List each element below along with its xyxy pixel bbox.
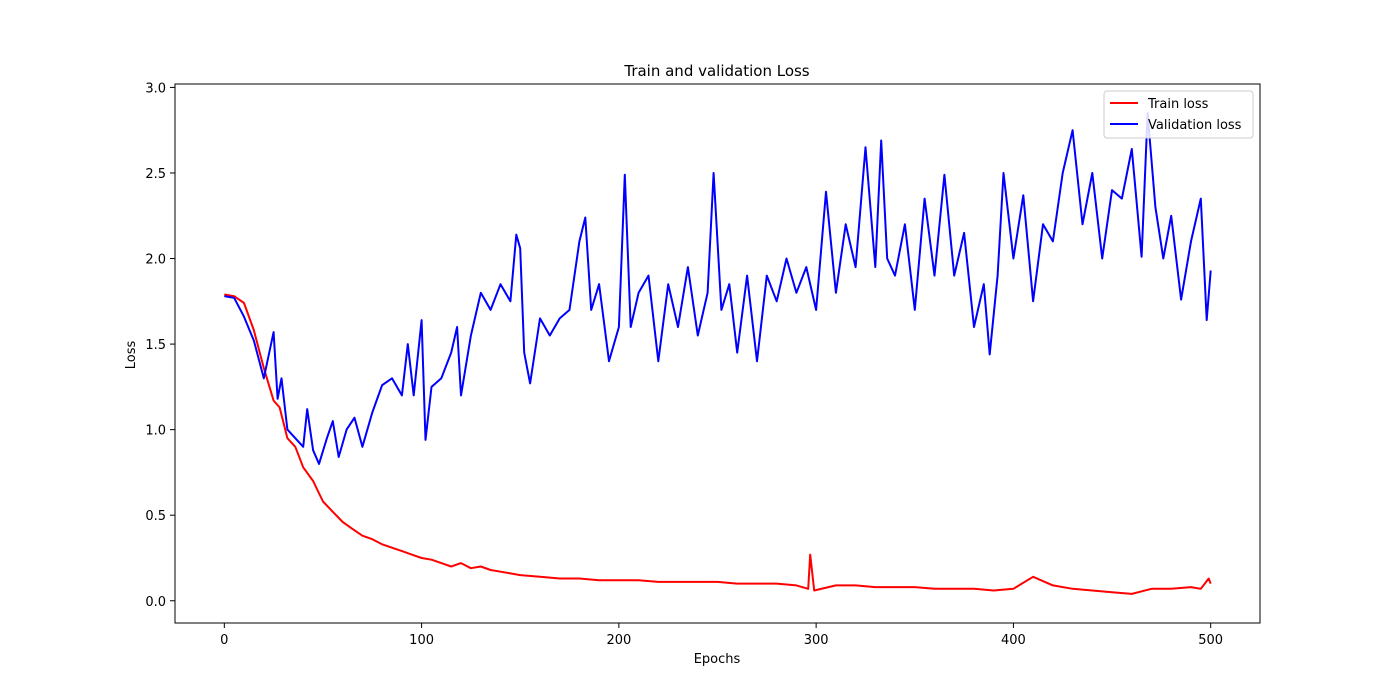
- y-tick-label: 3.0: [145, 81, 166, 96]
- y-tick-label: 0.5: [145, 509, 166, 524]
- x-tick-label: 400: [1001, 633, 1026, 648]
- x-axis: 0 100 200 300 400 500: [220, 623, 1223, 648]
- x-tick-label: 200: [606, 633, 631, 648]
- legend-box: [1103, 90, 1254, 139]
- plot-area: [224, 112, 1212, 595]
- legend: Train loss Validation loss: [1103, 90, 1254, 139]
- y-axis: 0.0 0.5 1.0 1.5 2.0 2.5 3.0: [145, 81, 175, 610]
- chart-title: Train and validation Loss: [623, 62, 809, 80]
- train-loss-line: [224, 293, 1212, 595]
- x-tick-label: 0: [220, 633, 228, 648]
- y-tick-label: 1.5: [145, 338, 166, 353]
- y-tick-label: 1.0: [145, 424, 166, 439]
- x-tick-label: 300: [804, 633, 829, 648]
- x-tick-label: 500: [1198, 633, 1223, 648]
- legend-label-train: Train loss: [1147, 97, 1209, 112]
- y-tick-label: 0.0: [145, 595, 166, 610]
- x-axis-label: Epochs: [694, 652, 741, 667]
- x-tick-label: 100: [409, 633, 434, 648]
- y-tick-label: 2.0: [145, 253, 166, 268]
- y-axis-label: Loss: [124, 341, 139, 370]
- validation-loss-line: [224, 112, 1212, 465]
- legend-label-validation: Validation loss: [1148, 118, 1242, 133]
- plot-frame: [174, 83, 1261, 624]
- y-tick-label: 2.5: [145, 167, 166, 182]
